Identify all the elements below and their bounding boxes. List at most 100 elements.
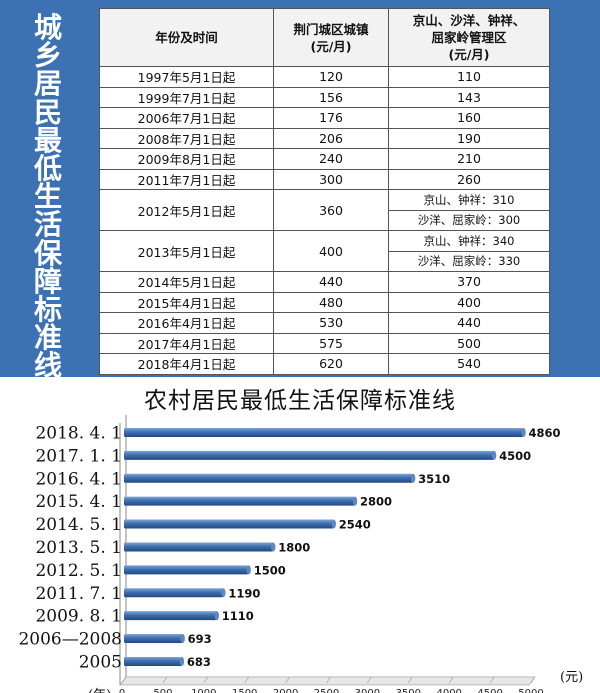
x-tick-label: 1500 [232,688,257,693]
value-label: 2540 [339,518,371,532]
cell-jingmen-urban: 620 [273,353,389,375]
bar [124,519,334,529]
vertical-title-char: 城 [33,11,62,44]
cell-jingmen-urban: 360 [273,189,389,231]
vertical-title-char: 最 [33,123,62,157]
bar [124,656,182,666]
bar [124,473,414,483]
x-tick-mark [244,676,249,684]
bar [124,542,274,552]
x-tick-mark [408,676,413,684]
cell-date: 1997年5月1日起 [99,66,274,88]
cell-jingmen-urban: 530 [273,312,389,334]
cell-jingmen-urban: 156 [273,86,389,108]
vertical-title-char: 民 [33,95,62,129]
bar-end-cap [352,496,358,506]
bar [124,588,224,598]
table-row: 2012年5月1日起 360 京山、钟祥：310 [99,189,550,231]
value-label: 1110 [222,609,254,623]
bar [124,450,495,460]
vertical-title-char: 准 [33,321,62,355]
header-line: 荆门城区城镇 [293,21,369,37]
bar-end-cap [246,565,251,575]
y-unit-label: (年) [88,688,111,693]
cell-counties: 京山、钟祥：310 [388,189,550,211]
bar-end-cap [491,450,497,460]
header-line: 京山、沙洋、钟祥、 [412,13,526,28]
cell-counties: 440 [388,312,550,334]
bar-end-cap [221,588,226,598]
table-row: 2006年7月1日起 176 160 [99,107,550,129]
x-tick-label: 2500 [314,688,339,693]
table-row: 2015年4月1日起 480 400 [99,291,550,313]
rural-chart-panel: 2018. 4. 1 4860 2017. 1. 1 4500 2016. 4. 1 35… [0,377,600,693]
table-row: 2018年4月1日起 620 540 [99,353,550,375]
cell-counties: 沙洋、屈家岭：330 [388,250,550,272]
x-tick-label: 4500 [477,688,502,693]
cell-counties: 110 [388,66,550,88]
cell-date: 2008年7月1日起 [99,127,274,149]
cell-counties: 沙洋、屈家岭：300 [388,209,550,231]
table-row: 2017年4月1日起 575 500 [99,332,550,354]
category-label: 2012. 5. 1 [35,561,122,581]
cell-counties: 400 [388,291,550,313]
value-label: 4860 [529,426,561,440]
value-label: 4500 [499,449,531,463]
cell-jingmen-urban: 206 [273,127,389,149]
cell-jingmen-urban: 120 [273,66,389,88]
urban-standards-panel: 城乡居民最低生活保障标准线 年份及时间 荆门城区城镇 (元/月) 京山、沙洋、钟… [0,0,600,377]
vertical-title-char: 障 [33,264,62,298]
category-label: 2009. 8. 1 [35,607,122,627]
bar-end-cap [331,519,336,529]
table-row: 2011年7月1日起 300 260 [99,168,550,190]
header-jingmen-urban: 荆门城区城镇 (元/月) [273,8,389,67]
vertical-title-char: 低 [33,152,62,186]
rural-bar-chart: 2018. 4. 1 4860 2017. 1. 1 4500 2016. 4. 1 35… [18,415,583,693]
urban-standards-table: 年份及时间 荆门城区城镇 (元/月) 京山、沙洋、钟祥、 屈家岭管理区 (元/月… [99,8,550,375]
cell-date: 2006年7月1日起 [99,107,274,129]
cell-counties: 500 [388,332,550,354]
cell-jingmen-urban: 300 [273,168,389,190]
cell-date: 2011年7月1日起 [99,168,274,190]
x-tick-label: 4000 [436,688,461,693]
cell-date: 2013年5月1日起 [99,230,274,272]
category-label: 2013. 5. 1 [35,538,122,558]
x-tick-mark [162,676,168,684]
category-label: 2016. 4. 1 [35,469,122,489]
cell-counties: 540 [388,353,550,375]
x-tick-mark [203,676,209,684]
cell-date: 2015年4月1日起 [99,291,274,313]
cell-date: 1999年7月1日起 [99,86,274,108]
vertical-title-char: 活 [33,208,62,242]
category-label: 2005 [79,652,122,672]
x-tick-label: 5000 [518,688,543,693]
cell-jingmen-urban: 575 [273,332,389,354]
cell-date: 2009年8月1日起 [99,148,274,170]
value-label: 1500 [254,563,286,577]
vertical-title: 城乡居民最低生活保障标准线 [30,11,66,381]
bar-end-cap [180,634,185,644]
chart-title: 农村居民最低生活保障标准线 [144,388,456,414]
cell-date: 2018年4月1日起 [99,353,274,375]
x-tick-label: 0 [119,688,125,693]
cell-date: 2016年4月1日起 [99,312,274,334]
bar-end-cap [179,656,185,666]
cell-date: 2014年5月1日起 [99,271,274,293]
category-label: 2006—2008 [18,630,122,650]
value-label: 693 [188,632,212,646]
vertical-title-char: 乡 [33,39,62,73]
bar [124,565,249,575]
x-tick-mark [121,676,127,684]
cell-counties: 370 [388,271,550,293]
x-tick-label: 1000 [191,688,216,693]
value-label: 1190 [228,586,260,600]
value-label: 1800 [278,540,310,554]
category-label: 2014. 5. 1 [35,515,122,535]
bar [124,611,217,621]
x-tick-mark [448,676,454,684]
table-row: 2008年7月1日起 206 190 [99,127,550,149]
x-tick-label: 3000 [355,688,380,693]
cell-jingmen-urban: 240 [273,148,389,170]
cell-counties: 京山、钟祥：340 [388,230,550,252]
cell-jingmen-urban: 176 [273,107,389,129]
